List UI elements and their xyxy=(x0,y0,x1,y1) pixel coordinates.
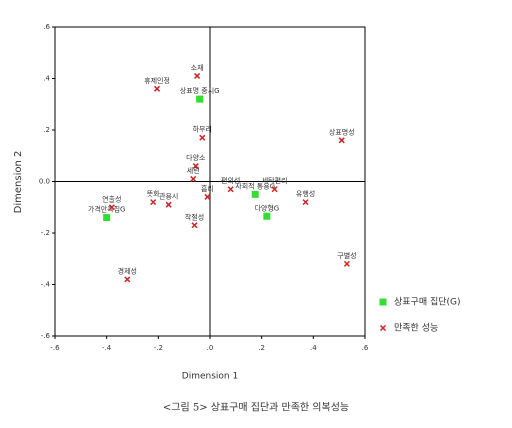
point xyxy=(165,201,172,208)
point-label: 흡리 xyxy=(201,184,214,193)
point-label: 착절성 xyxy=(185,212,204,221)
point xyxy=(103,214,111,222)
point-label: 소재 xyxy=(191,64,204,72)
point xyxy=(343,260,350,267)
point-label: 유행성 xyxy=(296,189,315,198)
point-label: 다양형G xyxy=(254,203,279,212)
y-tick-label: -.6 xyxy=(41,332,51,340)
x-tick-label: .4 xyxy=(310,344,317,352)
point xyxy=(204,193,211,200)
point xyxy=(124,276,131,283)
x-tick-label: .2 xyxy=(258,344,265,352)
legend-label: 만족한 성능 xyxy=(394,323,438,334)
x-axis-title: Dimension 1 xyxy=(182,372,238,382)
x-tick-label: -.6 xyxy=(50,344,60,352)
legend-marker xyxy=(379,324,387,332)
point-label: 다양소 xyxy=(186,153,206,162)
point xyxy=(150,199,157,206)
y-tick-label: .4 xyxy=(43,75,50,83)
point-label: 휴제인정 xyxy=(144,76,170,85)
point-label: 구별성 xyxy=(337,251,356,260)
x-tick-label: -.4 xyxy=(102,344,112,352)
x-tick-label: .6 xyxy=(362,344,369,352)
point xyxy=(190,175,197,182)
point xyxy=(263,212,271,220)
point-label: 편의성 xyxy=(221,176,240,185)
x-tick-label: .0 xyxy=(207,344,214,352)
point xyxy=(199,134,206,141)
point xyxy=(227,186,234,193)
point-label: 관용시 xyxy=(159,192,178,201)
y-tick-label: .6 xyxy=(43,23,50,31)
y-tick-label: .2 xyxy=(43,126,50,134)
point-label: 세련 xyxy=(187,166,200,175)
y-tick-label: 0.0 xyxy=(39,178,50,186)
point-label: 상표명성 xyxy=(329,127,355,136)
point xyxy=(192,163,199,170)
point-label: 연출성 xyxy=(102,194,121,203)
point-label: 하무리 xyxy=(193,125,212,134)
point xyxy=(108,204,115,211)
y-tick-label: -.2 xyxy=(41,229,50,237)
caption: <그림 5> 상표구매 집단과 만족한 의복성능 xyxy=(163,402,349,414)
point xyxy=(302,199,309,206)
legend-label: 상표구매 집단(G) xyxy=(394,296,461,308)
point xyxy=(196,95,204,103)
point xyxy=(194,72,201,79)
y-axis-title: Dimension 2 xyxy=(13,151,24,214)
point-label: 상표명 중시G xyxy=(180,86,220,95)
point-label: 사회적 통용G xyxy=(235,181,275,190)
point xyxy=(154,85,161,92)
point-label: 가격만족집G xyxy=(88,205,126,214)
legend-marker xyxy=(379,298,387,306)
point-label: 뜻화 xyxy=(147,190,160,198)
point-label: 세탁편리 xyxy=(262,176,288,185)
point xyxy=(191,222,198,229)
point-label: 경제성 xyxy=(118,266,137,275)
y-tick-label: -.4 xyxy=(41,281,51,289)
point xyxy=(271,186,278,193)
point xyxy=(338,137,345,144)
x-tick-label: -.2 xyxy=(154,344,163,352)
point xyxy=(251,190,259,198)
